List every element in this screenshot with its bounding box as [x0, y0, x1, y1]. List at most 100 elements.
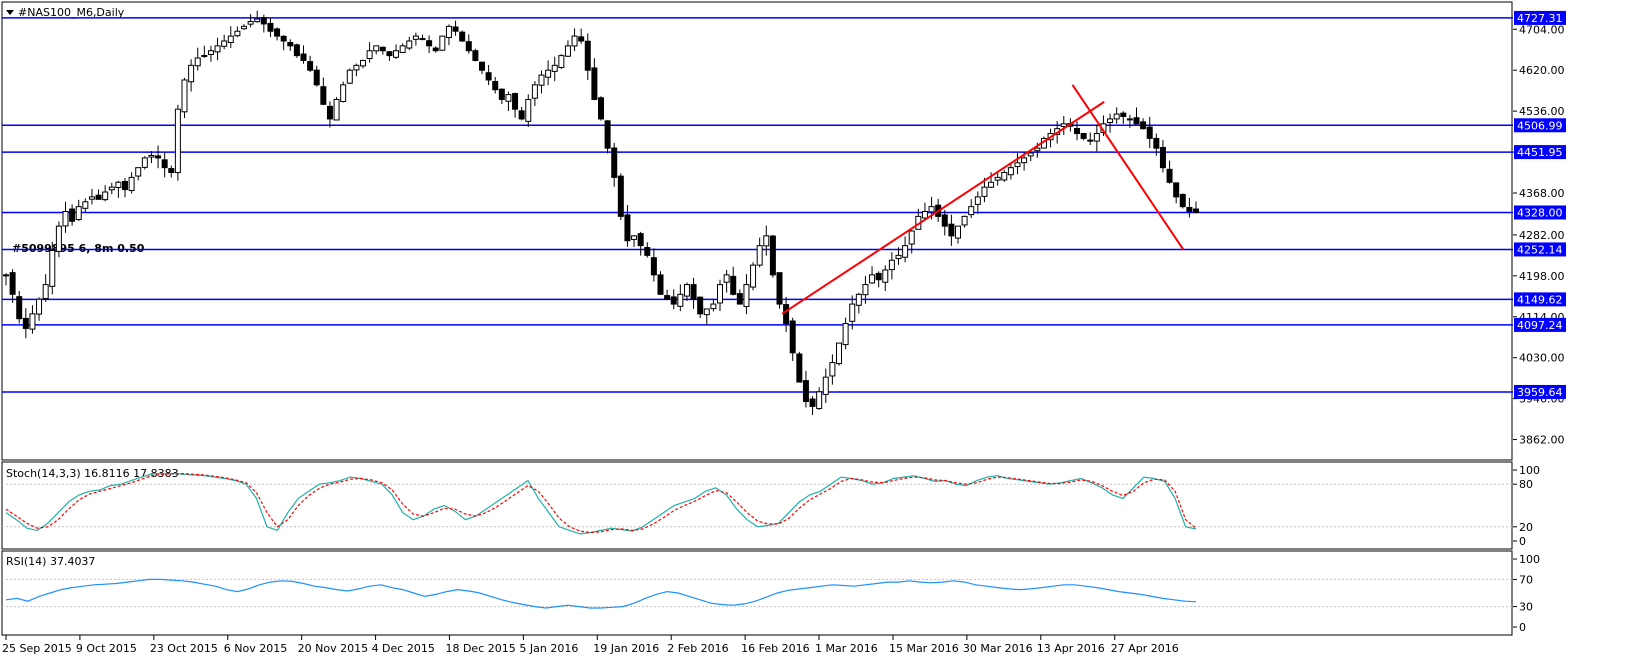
- candle-body: [941, 214, 948, 227]
- level-price-box: [1514, 205, 1566, 220]
- candle-body: [703, 308, 710, 316]
- candle-body: [181, 79, 188, 113]
- candle-body: [459, 31, 466, 42]
- level-price-label: 4328.00: [1517, 206, 1563, 219]
- candle-body: [69, 208, 76, 222]
- stoch-line-1: [5, 473, 1197, 534]
- y-tick-label: 4282.00: [1519, 229, 1565, 242]
- candle-body: [333, 98, 340, 121]
- candle-body: [789, 320, 796, 354]
- level-price-box: [1514, 384, 1566, 399]
- candle-body: [545, 69, 552, 78]
- trendlines[interactable]: [781, 84, 1185, 315]
- candle-body: [802, 380, 809, 403]
- candlestick-series: [3, 10, 1199, 415]
- horizontal-levels[interactable]: 4727.31 4506.99 4451.95 4328.00 4252.14 4149.…: [2, 10, 1566, 399]
- candle-body: [1001, 172, 1008, 181]
- window-title[interactable]: #NAS100_M6,Daily: [6, 6, 125, 19]
- candle-body: [710, 303, 717, 310]
- level-price-label: 4506.99: [1517, 119, 1563, 132]
- candle-body: [340, 84, 347, 102]
- candle-body: [611, 147, 618, 178]
- candle-body: [445, 25, 452, 38]
- candle-body: [1107, 118, 1114, 124]
- candle-body: [1060, 123, 1067, 128]
- main-y-axis: 4704.004620.004536.004452.004368.004282.…: [1513, 23, 1565, 447]
- level-price-label: 4727.31: [1517, 12, 1563, 25]
- candle-body: [115, 181, 122, 188]
- candle-body: [260, 17, 267, 25]
- rsi-indicator: 100 70 30 0: [2, 553, 1540, 634]
- candle-body: [829, 362, 836, 377]
- candle-body: [406, 40, 413, 49]
- candle-body: [426, 40, 433, 47]
- candle-body: [1074, 127, 1080, 135]
- x-tick-label: 16 Feb 2016: [741, 642, 809, 655]
- chevron-down-icon[interactable]: [6, 10, 14, 15]
- candle-body: [300, 53, 307, 61]
- candle-body: [1034, 147, 1041, 152]
- candle-body: [320, 86, 327, 105]
- candle-body: [756, 245, 763, 266]
- candle-body: [188, 64, 195, 83]
- candle-body: [1140, 121, 1147, 130]
- candle-body: [1153, 137, 1160, 149]
- candle-body: [604, 120, 611, 149]
- candle-body: [657, 274, 664, 295]
- x-tick-label: 13 Apr 2016: [1037, 642, 1105, 655]
- candle-body: [902, 245, 909, 258]
- candle-body: [360, 59, 366, 67]
- candle-body: [214, 45, 221, 53]
- candle-body: [1120, 112, 1127, 117]
- candle-body: [122, 181, 128, 191]
- level-price-label: 4451.95: [1517, 146, 1563, 159]
- level-price-label: 4149.62: [1517, 293, 1563, 306]
- candle-body: [776, 272, 783, 305]
- y-tick-label: 4198.00: [1519, 270, 1565, 283]
- candle-body: [247, 20, 254, 25]
- candle-body: [518, 110, 525, 120]
- x-tick-label: 19 Jan 2016: [593, 642, 659, 655]
- candle-body: [531, 84, 538, 99]
- candle-body: [796, 353, 803, 383]
- candle-body: [241, 25, 247, 30]
- x-tick-label: 2 Feb 2016: [667, 642, 728, 655]
- candle-body: [141, 157, 148, 168]
- rsi-line-0: [5, 578, 1197, 609]
- candle-body: [994, 176, 1001, 181]
- candle-body: [207, 50, 214, 55]
- candle-body: [743, 284, 750, 307]
- x-axis: 25 Sep 2015 9 Oct 2015 23 Oct 2015 6 Nov 20…: [2, 635, 1179, 655]
- candle-body: [849, 303, 856, 322]
- stoch-tick-label: 100: [1519, 464, 1540, 477]
- candle-body: [399, 45, 406, 53]
- candle-body: [1173, 182, 1180, 198]
- level-price-box: [1514, 145, 1566, 160]
- candle-body: [227, 35, 234, 44]
- y-tick-label: 4620.00: [1519, 64, 1565, 77]
- candle-body: [49, 249, 56, 287]
- candle-body: [280, 35, 287, 42]
- candle-body: [293, 44, 300, 57]
- rsi-tick-label: 0: [1519, 621, 1526, 634]
- candle-body: [472, 50, 479, 61]
- x-tick-label: 9 Oct 2015: [76, 642, 137, 655]
- candle-body: [736, 293, 743, 305]
- trendline: [781, 101, 1105, 315]
- candle-body: [895, 254, 902, 260]
- candle-body: [888, 259, 895, 271]
- candle-body: [42, 284, 49, 300]
- x-tick-label: 20 Nov 2015: [298, 642, 368, 655]
- candle-body: [82, 201, 89, 209]
- x-tick-label: 27 Apr 2016: [1111, 642, 1179, 655]
- candle-body: [763, 235, 770, 247]
- level-price-label: 4097.24: [1517, 319, 1563, 332]
- candle-body: [16, 296, 23, 320]
- candle-body: [538, 74, 545, 86]
- stoch-panel-frame: [1, 461, 1513, 550]
- x-tick-label: 15 Mar 2016: [889, 642, 959, 655]
- candle-body: [908, 230, 915, 245]
- main-panel-frame: [1, 1, 1513, 461]
- candle-body: [393, 50, 400, 58]
